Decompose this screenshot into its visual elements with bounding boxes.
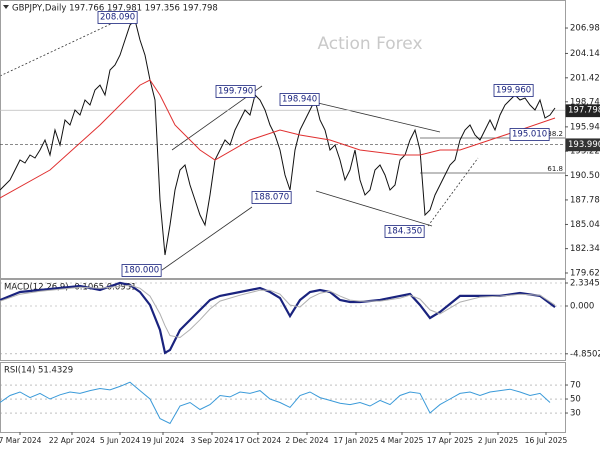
label-box	[493, 84, 534, 97]
y-tick-label: 201.420	[570, 73, 600, 83]
y-tick-label: 182.340	[570, 244, 600, 254]
level-label: 193.990	[568, 140, 600, 150]
x-tick-label: 17 Apr 2025	[427, 436, 474, 445]
x-tick-label: 19 Jul 2024	[142, 436, 185, 445]
label-box	[279, 93, 320, 106]
series-line	[0, 19, 556, 256]
x-tick-label: 17 Jan 2025	[334, 436, 379, 445]
y-tick-label: 204.140	[570, 49, 600, 59]
panel-border	[0, 279, 566, 361]
x-tick-label: 2 Jun 2025	[478, 436, 519, 445]
x-tick-label: 22 Apr 2024	[49, 436, 96, 445]
panel-title: GBPJPY,Daily 197.766 197.981 197.356 197…	[12, 4, 218, 14]
trendlines	[0, 13, 479, 271]
label-box	[121, 264, 162, 277]
price-annotation: 199.790	[218, 87, 253, 97]
x-tick-label: 7 Mar 2024	[0, 436, 42, 445]
trendline	[0, 13, 133, 77]
label-box	[97, 11, 138, 24]
y-tick-label: 193.220	[570, 147, 600, 157]
y-tick-label: 2.3345	[570, 278, 600, 288]
trendline	[161, 206, 253, 271]
series-line	[0, 281, 556, 355]
label-box	[565, 104, 600, 118]
price-annotation: 195.010	[512, 130, 547, 140]
fib-label: 38.2	[547, 130, 563, 138]
price-annotation: 208.090	[100, 13, 135, 23]
y-tick-label: 190.500	[570, 171, 600, 181]
x-tick-label: 5 Jun 2024	[100, 436, 141, 445]
y-tick-label: 198.740	[570, 97, 600, 107]
label-box	[565, 138, 600, 152]
label-box	[251, 191, 292, 204]
label-box	[384, 225, 425, 238]
price-annotation: 184.350	[387, 227, 422, 237]
trendline	[317, 102, 441, 133]
x-tick-label: 4 Mar 2025	[381, 436, 424, 445]
watermark: Action Forex	[317, 34, 422, 54]
y-tick-label: 179.620	[570, 268, 600, 278]
x-tick-label: 3 Sep 2024	[191, 436, 234, 445]
x-tick-label: 16 Jul 2025	[525, 436, 568, 445]
y-tick-label: -4.8502	[570, 349, 600, 359]
y-tick-label: 206.980	[570, 24, 600, 34]
trendline	[315, 190, 433, 227]
y-tick-label: 70	[570, 381, 581, 391]
price-annotation: 188.070	[254, 193, 289, 203]
menu-arrow	[3, 5, 9, 9]
panel-border	[0, 362, 566, 433]
panel-border	[0, 0, 566, 279]
x-tick-label: 17 Oct 2024	[235, 436, 282, 445]
y-tick-label: 30	[570, 409, 581, 419]
series-line	[0, 381, 551, 425]
y-tick-label: 0.000	[570, 302, 594, 312]
series-line	[0, 284, 556, 339]
panel-title: RSI(14) 51.4329	[4, 366, 73, 376]
x-tick-label: 2 Dec 2024	[285, 436, 328, 445]
y-tick-label: 195.940	[570, 122, 600, 132]
fib-label: 61.8	[547, 165, 563, 173]
price-annotation: 199.960	[496, 86, 531, 96]
price-annotation: 198.940	[282, 95, 317, 105]
label-box	[509, 128, 550, 141]
series-line	[0, 79, 556, 199]
label-box	[215, 85, 256, 98]
y-tick-label: 187.780	[570, 195, 600, 205]
last-price-label: 197.798	[568, 106, 600, 116]
price-annotation: 180.000	[124, 266, 159, 276]
y-tick-label: 50	[570, 395, 581, 405]
y-tick-label: 185.040	[570, 220, 600, 230]
